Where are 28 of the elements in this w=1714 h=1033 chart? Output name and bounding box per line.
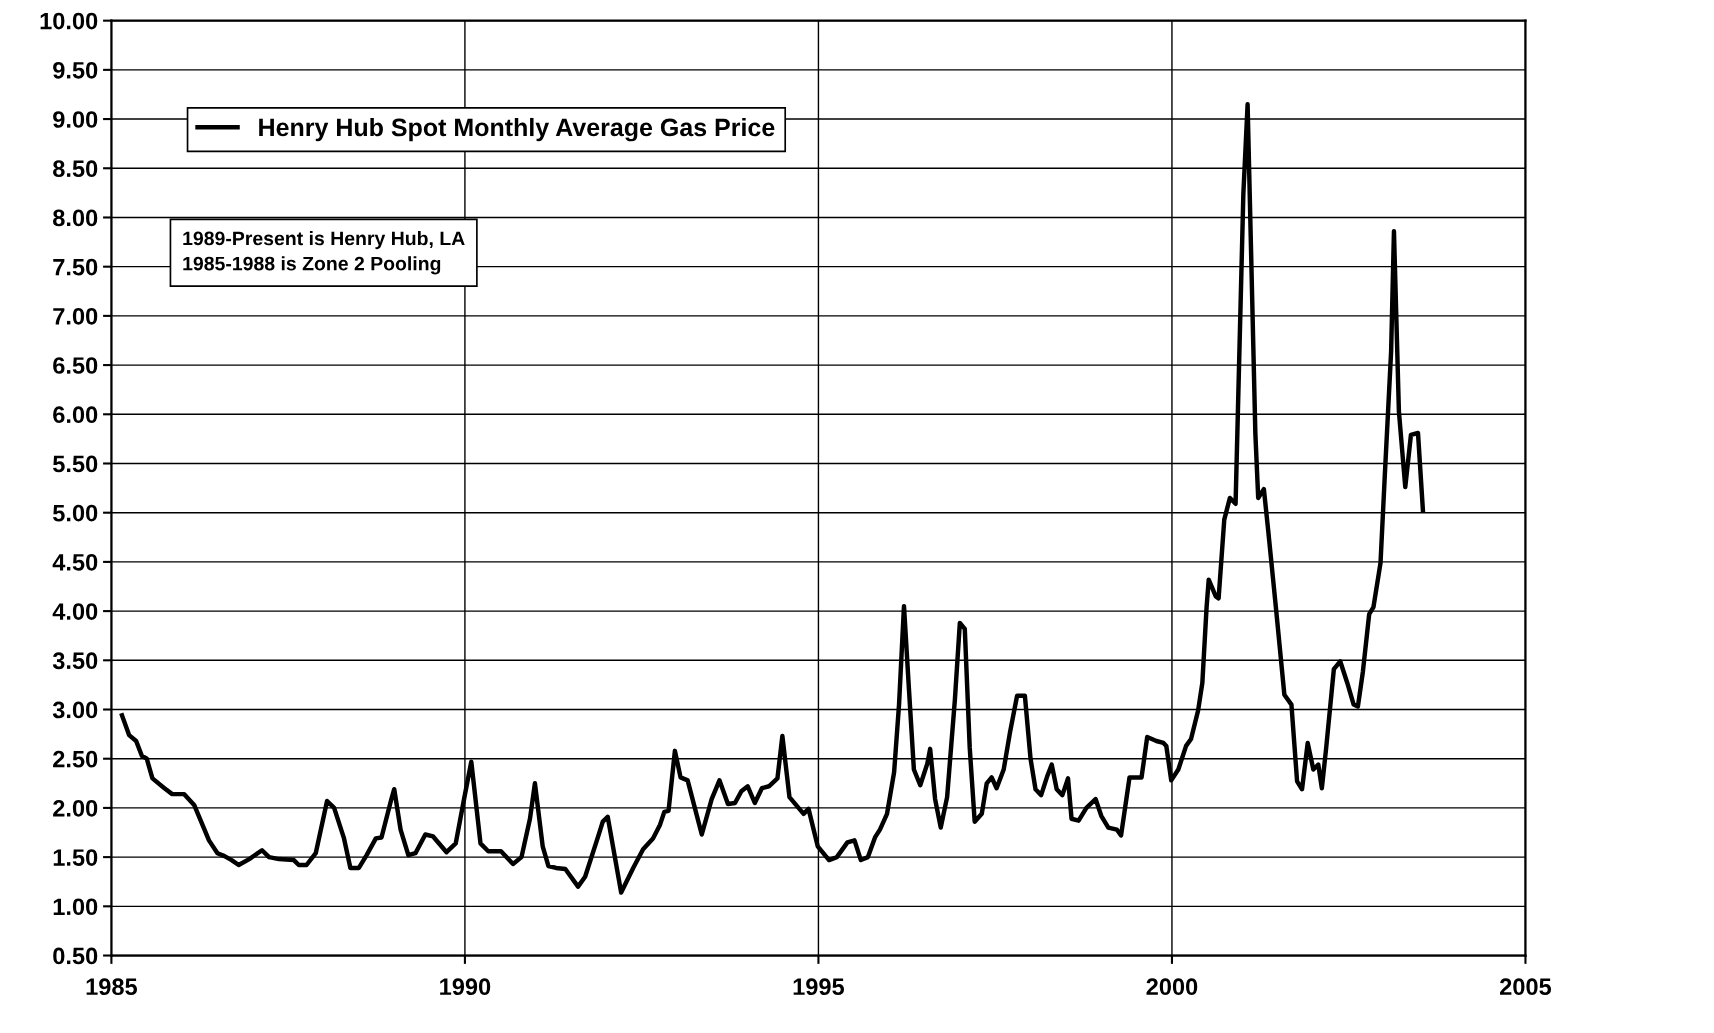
y-tick-label: 2.50 xyxy=(53,750,98,768)
y-tick-label: 7.00 xyxy=(53,307,98,325)
y-tick-label: 9.50 xyxy=(53,61,98,79)
x-tick-label: 1990 xyxy=(440,978,491,996)
y-tick-label: 6.50 xyxy=(53,357,98,374)
y-tick-label: 3.50 xyxy=(52,652,98,670)
legend-label: Henry Hub Spot Monthly Average Gas Price xyxy=(259,117,775,142)
y-tick-label: 7.50 xyxy=(53,258,98,276)
y-tick-label: 2.00 xyxy=(53,799,98,817)
y-tick-label: 0.50 xyxy=(53,947,98,965)
y-tick-label: 1.50 xyxy=(53,849,98,866)
y-tick-label: 4.50 xyxy=(52,553,98,571)
y-tick-label: 9.00 xyxy=(53,111,98,128)
y-tick-label: 1.00 xyxy=(53,898,98,916)
x-tick-label: 2005 xyxy=(1500,978,1552,996)
y-tick-label: 5.00 xyxy=(52,504,98,522)
annotation: 1985-1988 is Zone 2 Pooling xyxy=(183,256,441,275)
y-tick-label: 4.00 xyxy=(52,603,98,620)
x-tick-label: 1985 xyxy=(86,978,138,996)
annotation: 1989-Present is Henry Hub, LA xyxy=(183,231,465,250)
y-tick-label: 8.50 xyxy=(53,160,98,178)
y-tick-label: 3.00 xyxy=(52,701,98,719)
y-tick-label: 10.00 xyxy=(40,12,98,30)
y-tick-label: 8.00 xyxy=(53,209,98,227)
x-tick-label: 1995 xyxy=(793,978,845,996)
x-tick-label: 2000 xyxy=(1146,978,1198,996)
y-tick-label: 5.50 xyxy=(52,455,98,473)
y-tick-label: 6.00 xyxy=(53,406,98,424)
